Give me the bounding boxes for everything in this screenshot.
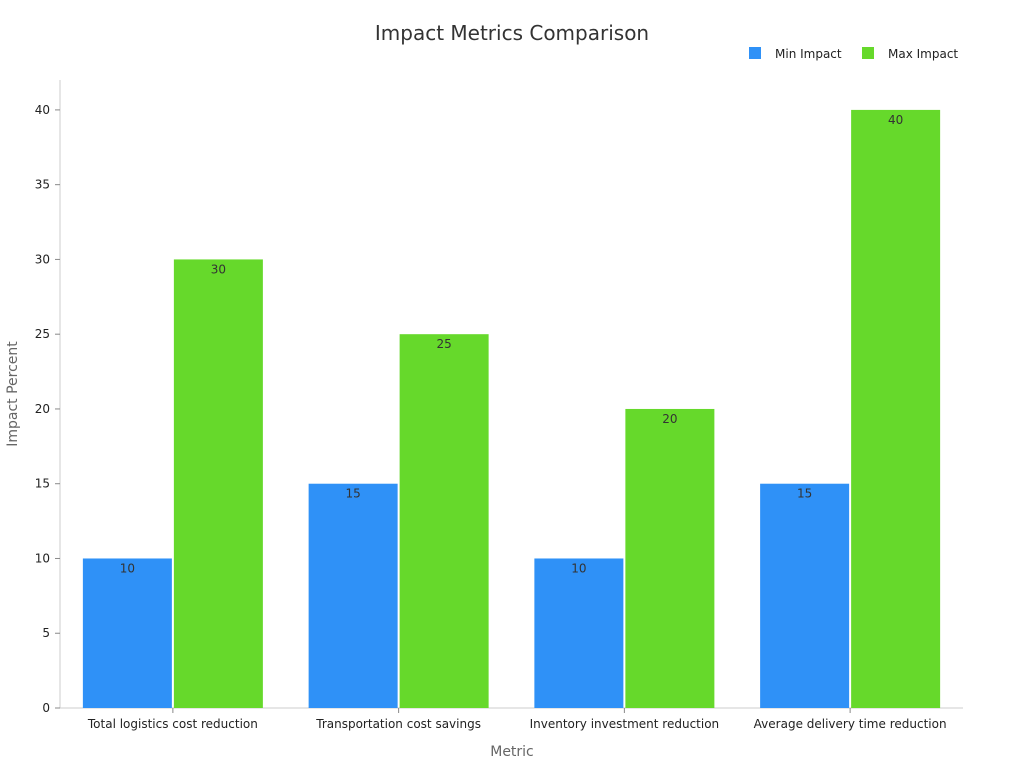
bar-max-impact[interactable] — [851, 109, 941, 708]
bar-value-label: 20 — [662, 412, 677, 426]
bar-value-label: 15 — [345, 487, 360, 501]
y-tick-label: 40 — [35, 103, 50, 117]
bar-value-label: 25 — [436, 337, 451, 351]
bar-value-label: 40 — [888, 113, 903, 127]
legend: Min Impact Max Impact — [749, 47, 958, 61]
y-tick-label: 30 — [35, 252, 50, 266]
bar-value-label: 30 — [211, 262, 226, 276]
y-tick-label: 20 — [35, 402, 50, 416]
bar-min-impact[interactable] — [760, 483, 850, 708]
legend-swatch — [862, 47, 874, 59]
chart-title: Impact Metrics Comparison — [375, 21, 649, 45]
bar-min-impact[interactable] — [82, 558, 172, 708]
bar-min-impact[interactable] — [308, 483, 398, 708]
bar-max-impact[interactable] — [399, 334, 489, 708]
x-tick-label: Average delivery time reduction — [754, 717, 947, 731]
legend-label[interactable]: Max Impact — [888, 47, 958, 61]
legend-swatch — [749, 47, 761, 59]
x-tick-label: Transportation cost savings — [315, 717, 481, 731]
bar-max-impact[interactable] — [625, 408, 715, 708]
bar-value-label: 10 — [571, 561, 586, 575]
bar-min-impact[interactable] — [534, 558, 624, 708]
y-axis-label: Impact Percent — [5, 341, 21, 447]
x-axis-label: Metric — [490, 744, 534, 760]
bar-value-label: 10 — [120, 561, 135, 575]
y-tick-label: 25 — [35, 327, 50, 341]
y-tick-label: 10 — [35, 551, 50, 565]
x-tick-label: Inventory investment reduction — [530, 717, 720, 731]
y-tick-label: 0 — [42, 701, 50, 715]
bar-max-impact[interactable] — [173, 259, 263, 708]
y-tick-label: 5 — [42, 626, 50, 640]
y-tick-label: 35 — [35, 178, 50, 192]
bars: 10 30 15 25 10 20 15 40 — [82, 109, 941, 708]
bar-value-label: 15 — [797, 487, 812, 501]
x-axis-ticks: Total logistics cost reduction Transporta… — [87, 708, 947, 731]
y-tick-label: 15 — [35, 477, 50, 491]
legend-label[interactable]: Min Impact — [775, 47, 842, 61]
x-tick-label: Total logistics cost reduction — [87, 717, 258, 731]
y-axis-ticks: 0 5 10 15 20 25 30 35 40 — [35, 103, 60, 715]
